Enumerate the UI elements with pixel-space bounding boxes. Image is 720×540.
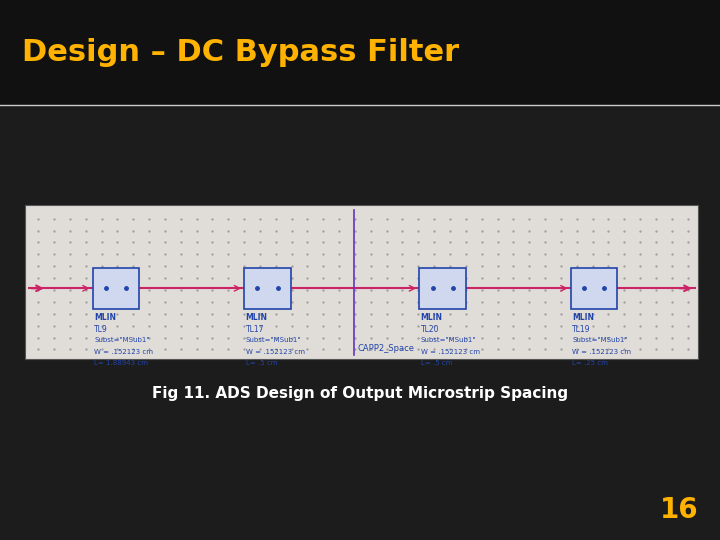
- Text: W = .152123 cm: W = .152123 cm: [420, 348, 480, 355]
- Text: 16: 16: [660, 496, 698, 524]
- Text: L= 1.88943 cm: L= 1.88943 cm: [94, 360, 148, 367]
- Text: L= .5 cm: L= .5 cm: [420, 360, 452, 367]
- Text: MLIN: MLIN: [572, 313, 594, 322]
- Text: Subst="MSub1": Subst="MSub1": [572, 336, 628, 343]
- Text: L= .5 cm: L= .5 cm: [246, 360, 277, 367]
- Text: MLIN: MLIN: [94, 313, 116, 322]
- Text: Fig 11. ADS Design of Output Microstrip Spacing: Fig 11. ADS Design of Output Microstrip …: [152, 386, 568, 401]
- FancyBboxPatch shape: [0, 0, 720, 105]
- Text: MLIN: MLIN: [420, 313, 443, 322]
- FancyBboxPatch shape: [571, 268, 618, 308]
- Text: Subst="MSub1": Subst="MSub1": [246, 336, 301, 343]
- FancyBboxPatch shape: [25, 205, 698, 359]
- Text: MLIN: MLIN: [246, 313, 268, 322]
- FancyBboxPatch shape: [93, 268, 140, 308]
- Text: Design – DC Bypass Filter: Design – DC Bypass Filter: [22, 38, 459, 67]
- Text: Subst="MSub1": Subst="MSub1": [420, 336, 476, 343]
- Text: TL19: TL19: [572, 325, 590, 334]
- Text: W = .152123 cm: W = .152123 cm: [572, 348, 631, 355]
- Text: W = .152123 cm: W = .152123 cm: [94, 348, 153, 355]
- Text: Subst="MSub1": Subst="MSub1": [94, 336, 150, 343]
- Text: CAPP2_Space: CAPP2_Space: [357, 343, 414, 353]
- Text: L= .25 cm: L= .25 cm: [572, 360, 608, 367]
- FancyBboxPatch shape: [419, 268, 466, 308]
- Text: W = .152123 cm: W = .152123 cm: [246, 348, 305, 355]
- Text: TL20: TL20: [420, 325, 439, 334]
- FancyBboxPatch shape: [244, 268, 291, 308]
- Text: TL17: TL17: [246, 325, 264, 334]
- Text: TL9: TL9: [94, 325, 108, 334]
